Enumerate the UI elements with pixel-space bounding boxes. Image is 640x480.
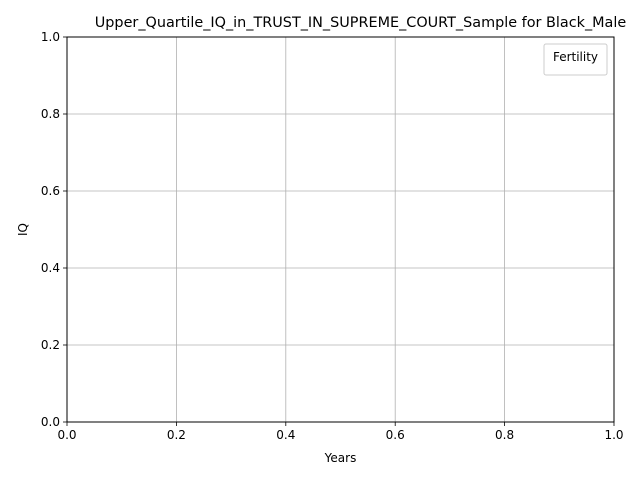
x-axis: 0.0 0.2 0.4 0.6 0.8 1.0 xyxy=(57,422,624,442)
legend-box xyxy=(543,43,608,76)
y-tick-label: 0.2 xyxy=(41,338,60,352)
x-tick-label: 0.2 xyxy=(167,428,186,442)
y-tick-label: 0.8 xyxy=(41,107,60,121)
y-tick-label: 0.6 xyxy=(41,184,60,198)
x-axis-label: Years xyxy=(324,451,357,465)
x-tick-label: 0.0 xyxy=(57,428,76,442)
y-tick-label: 0.0 xyxy=(41,415,60,429)
chart-title: Upper_Quartile_IQ_in_TRUST_IN_SUPREME_CO… xyxy=(95,15,627,31)
y-axis: 0.0 0.2 0.4 0.6 0.8 1.0 xyxy=(41,30,67,429)
legend: Fertility xyxy=(543,43,608,76)
plot-area-frame xyxy=(66,36,615,423)
grid xyxy=(66,36,615,423)
y-tick-label: 1.0 xyxy=(41,30,60,44)
legend-title: Fertility xyxy=(553,50,598,64)
x-tick-label: 1.0 xyxy=(604,428,623,442)
x-tick-label: 0.8 xyxy=(495,428,514,442)
x-tick-label: 0.6 xyxy=(386,428,405,442)
x-tick-label: 0.4 xyxy=(276,428,295,442)
y-tick-label: 0.4 xyxy=(41,261,60,275)
y-axis-label: IQ xyxy=(16,223,30,236)
